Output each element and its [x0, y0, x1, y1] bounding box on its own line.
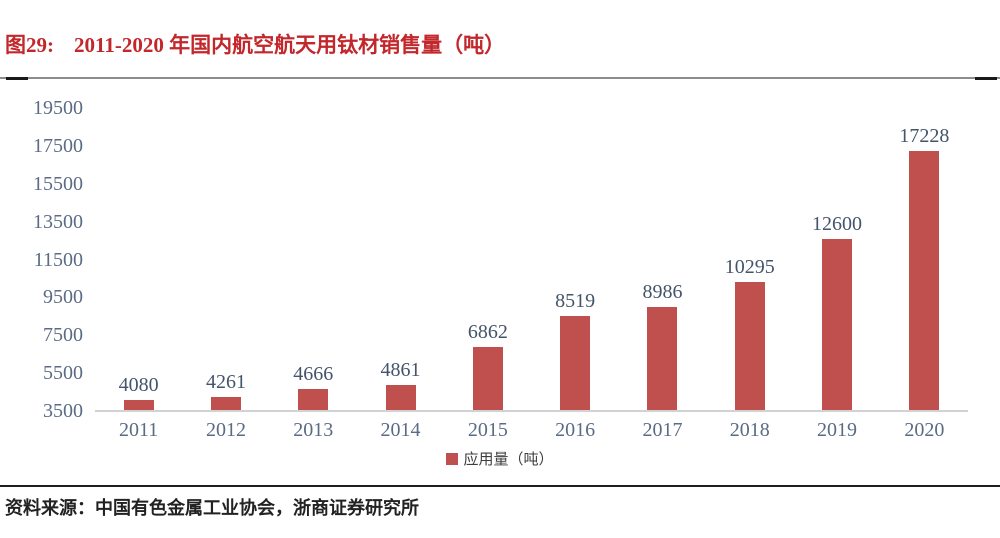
bar-2015 — [472, 347, 503, 411]
x-axis-label: 2014 — [380, 419, 421, 441]
bar-value-label: 8986 — [642, 281, 683, 304]
y-tick-label: 11500 — [33, 248, 83, 271]
bar-2012 — [210, 396, 241, 411]
x-axis-label: 2011 — [119, 419, 159, 441]
x-axis-line — [95, 410, 968, 412]
title-divider — [0, 77, 1000, 80]
x-axis-label: 2015 — [467, 419, 508, 441]
source-text: 资料来源：中国有色金属工业协会，浙商证券研究所 — [5, 498, 419, 518]
bar-2019 — [822, 238, 853, 411]
y-tick-label: 5500 — [43, 362, 83, 385]
bar-value-label: 10295 — [724, 256, 775, 279]
bar-value-label: 12600 — [812, 212, 863, 235]
y-tick-label: 17500 — [33, 134, 83, 157]
x-axis-label: 2012 — [205, 419, 246, 441]
y-tick-label: 19500 — [33, 97, 83, 119]
y-tick-label: 7500 — [43, 324, 83, 347]
bar-value-label: 4261 — [205, 370, 246, 393]
bar-value-label: 8519 — [555, 289, 596, 312]
x-axis-label: 2017 — [642, 419, 683, 441]
bar-2011 — [123, 400, 154, 411]
y-tick-label: 3500 — [43, 400, 83, 422]
bar-value-label: 17228 — [899, 125, 950, 148]
bar-value-label: 4080 — [118, 374, 159, 397]
figure-title-text: 2011-2020 年国内航空航天用钛材销售量（吨） — [74, 33, 506, 57]
bar-value-label: 4861 — [380, 359, 421, 382]
source-divider — [0, 485, 1000, 487]
legend-swatch-icon — [446, 452, 459, 465]
bar-value-label: 6862 — [467, 321, 508, 344]
y-tick-label: 9500 — [43, 286, 83, 309]
legend-label: 应用量（吨） — [463, 452, 554, 468]
x-axis-label: 2019 — [817, 419, 858, 441]
x-axis-label: 2018 — [729, 419, 770, 441]
figure-title: 图29: 2011-2020 年国内航空航天用钛材销售量（吨） — [5, 29, 505, 59]
legend: 应用量（吨） — [0, 448, 1000, 469]
bar-2016 — [560, 315, 591, 411]
divider-right-cap — [975, 77, 997, 80]
figure-number: 图29: — [5, 33, 54, 57]
bar-2017 — [647, 307, 678, 411]
x-axis-label: 2013 — [293, 419, 334, 441]
bar-2020 — [909, 151, 940, 411]
bar-2014 — [385, 385, 416, 411]
y-tick-label: 13500 — [33, 210, 83, 233]
bar-value-label: 4666 — [293, 362, 334, 385]
divider-left-cap — [6, 77, 28, 80]
y-tick-label: 15500 — [33, 172, 83, 195]
x-axis-label: 2020 — [904, 419, 945, 441]
x-axis-label: 2016 — [555, 419, 596, 441]
bar-2013 — [298, 388, 329, 411]
bar-2018 — [734, 282, 765, 411]
